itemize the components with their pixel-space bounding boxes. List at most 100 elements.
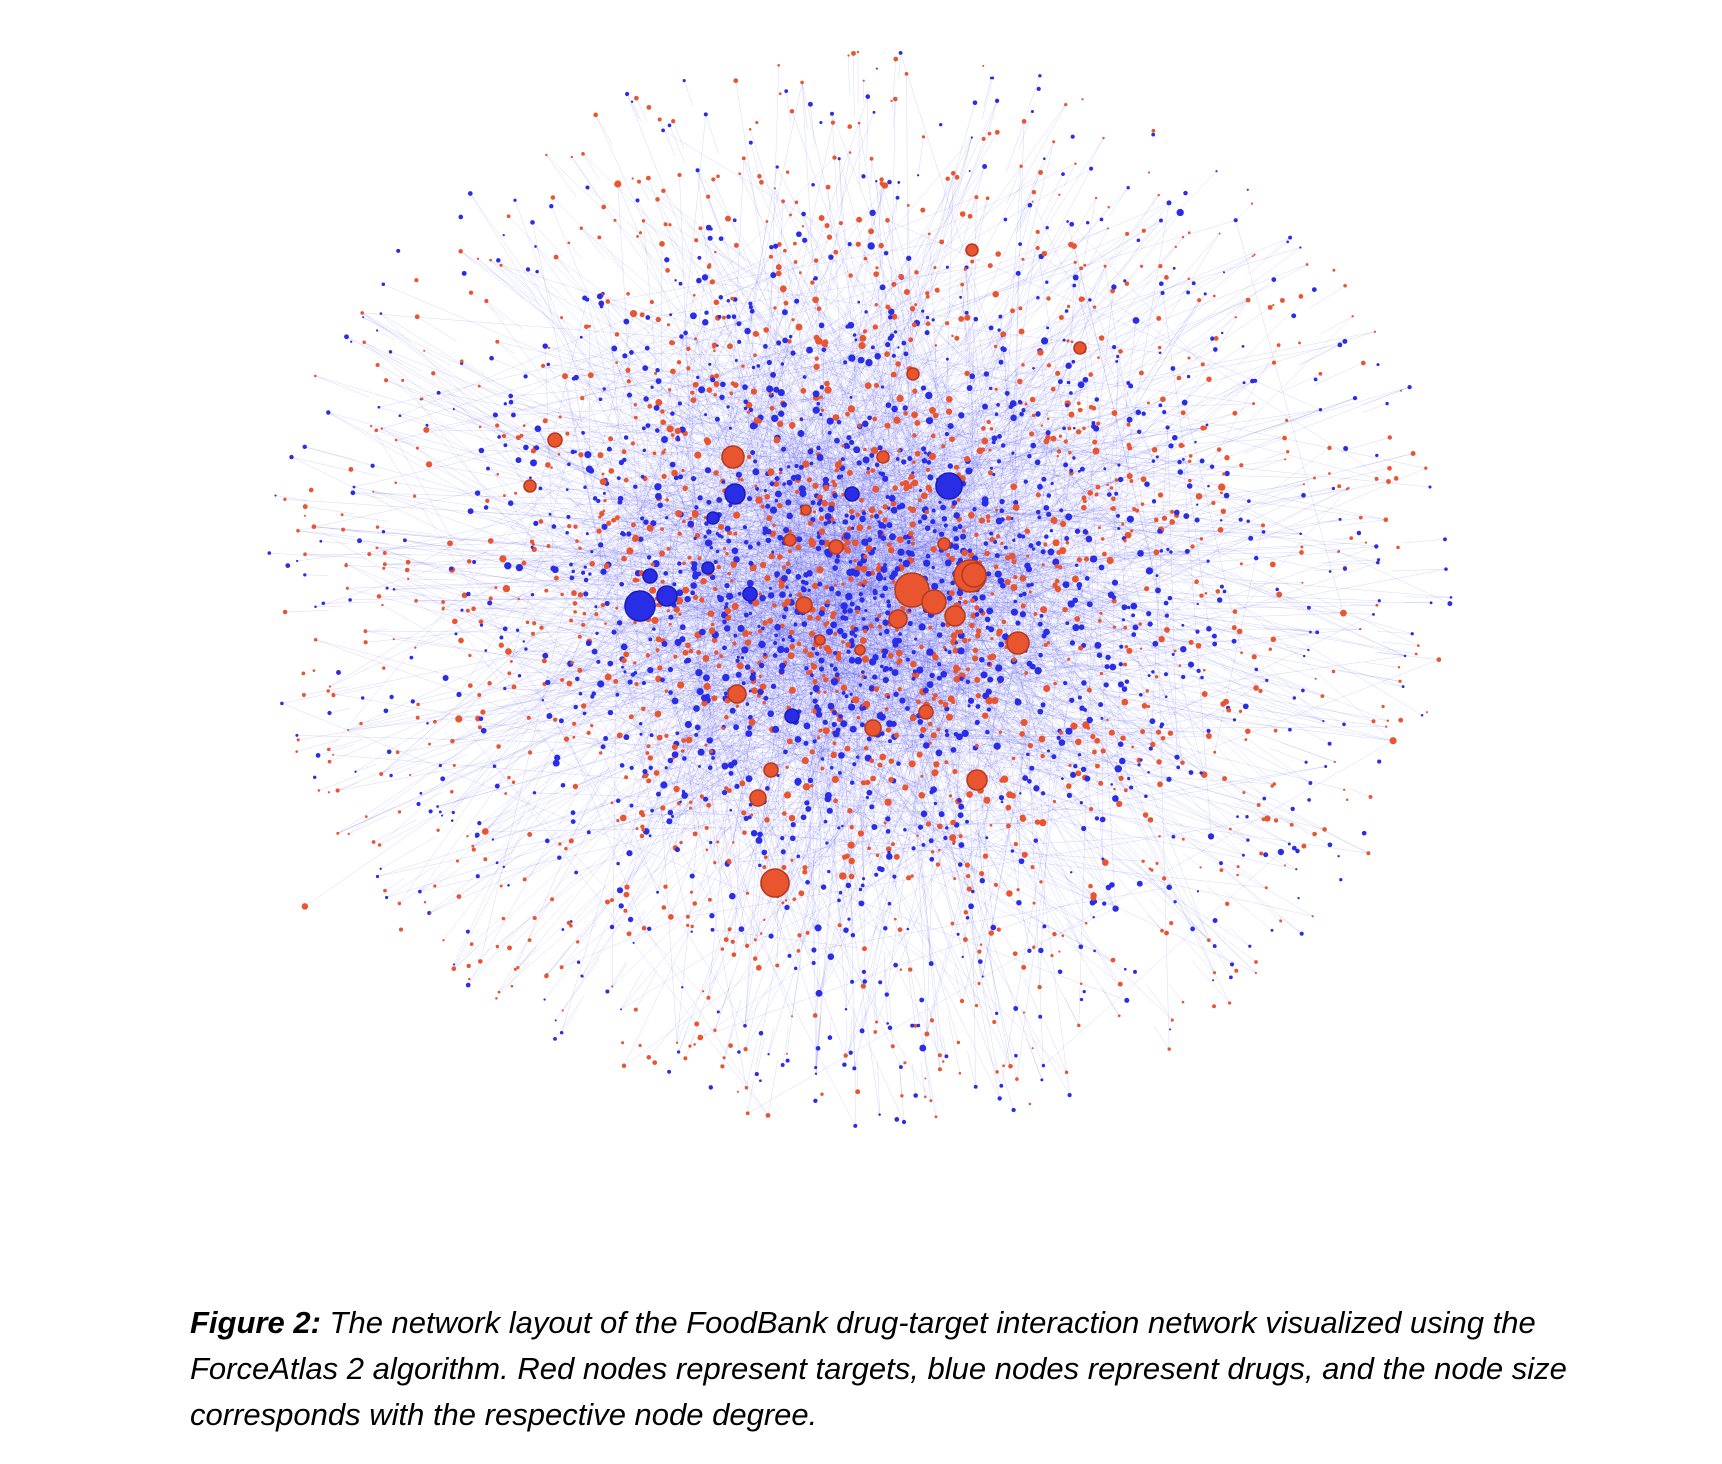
target-node [1066,783,1072,789]
target-node [948,794,953,798]
drug-node [1063,681,1068,686]
drug-node [1126,416,1133,423]
target-node [1056,550,1062,555]
drug-node [998,795,1005,801]
drug-node [717,314,722,319]
target-node [1012,951,1018,957]
target-node [877,614,882,619]
drug-node [1209,464,1215,469]
drug-node [723,691,728,696]
drug-node [489,355,494,361]
drug-node [759,594,766,602]
drug-node [1299,246,1302,249]
target-node [716,174,720,179]
target-node [959,211,966,217]
drug-node [629,350,634,355]
target-node [923,1095,927,1099]
target-node [902,480,910,487]
target-node [522,424,526,428]
drug-node [605,989,610,994]
target-node [818,528,826,535]
drug-node [1029,582,1034,587]
drug-node [1212,918,1218,923]
target-node [987,131,992,136]
drug-node [647,666,654,674]
drug-node [708,1085,714,1090]
target-node [741,156,746,161]
drug-node [410,699,415,704]
target-node [650,562,655,567]
drug-node [737,339,742,344]
target-node [567,241,571,245]
drug-node [1174,754,1180,760]
drug-node [749,308,755,314]
target-node [759,683,767,690]
drug-node [1070,134,1075,139]
target-node [1130,529,1134,533]
drug-node [486,466,490,471]
target-node [1021,851,1028,858]
drug-node [1027,454,1032,459]
drug-node [1104,664,1110,670]
drug-node [1339,878,1343,882]
drug-node [618,459,625,466]
drug-node [748,611,753,616]
target-node [374,428,379,433]
target-node [807,669,813,675]
target-node [1043,438,1050,445]
drug-node [1094,816,1100,821]
target-node [744,943,750,948]
drug-node [534,245,537,248]
target-node [1106,483,1109,487]
drug-node [725,602,729,606]
target-node [1054,585,1062,593]
target-node [967,213,973,219]
target-node [423,900,427,904]
drug-node [817,581,823,587]
target-node [841,492,845,497]
target-node [910,661,917,668]
target-node [733,511,741,519]
target-node [948,590,955,597]
drug-node [741,646,749,654]
drug-node [1181,674,1186,680]
target-node [1090,894,1097,901]
drug-node [944,431,950,437]
drug-node [880,535,887,541]
drug-node [1311,287,1317,293]
drug-node [903,534,908,540]
drug-node [1070,771,1077,778]
target-node [340,513,344,517]
drug-node [1177,469,1184,475]
drug-node [939,123,943,127]
drug-node [802,237,808,243]
target-node [1328,472,1331,475]
target-node [1222,472,1226,476]
drug-node [267,551,272,555]
drug-node [1106,492,1112,497]
target-node [694,1021,700,1027]
target-node [1109,486,1114,490]
drug-node [957,524,963,530]
drug-node [862,979,867,984]
target-node [455,715,463,723]
target-node [1327,445,1332,451]
target-node [928,452,937,461]
drug-node [811,947,817,953]
target-node [1074,616,1081,622]
drug-node [898,558,903,562]
target-node [1098,335,1105,341]
target-node [499,884,503,888]
drug-node [1014,698,1022,706]
target-node [394,481,397,484]
drug-node [956,932,960,936]
drug-node [865,795,869,800]
target-node [851,50,856,56]
target-node [1222,776,1228,782]
drug-node [1139,693,1143,697]
drug-node [419,791,423,795]
drug-node [639,732,643,736]
drug-node [1062,581,1070,589]
drug-node [1164,695,1168,698]
target-node [642,772,649,779]
